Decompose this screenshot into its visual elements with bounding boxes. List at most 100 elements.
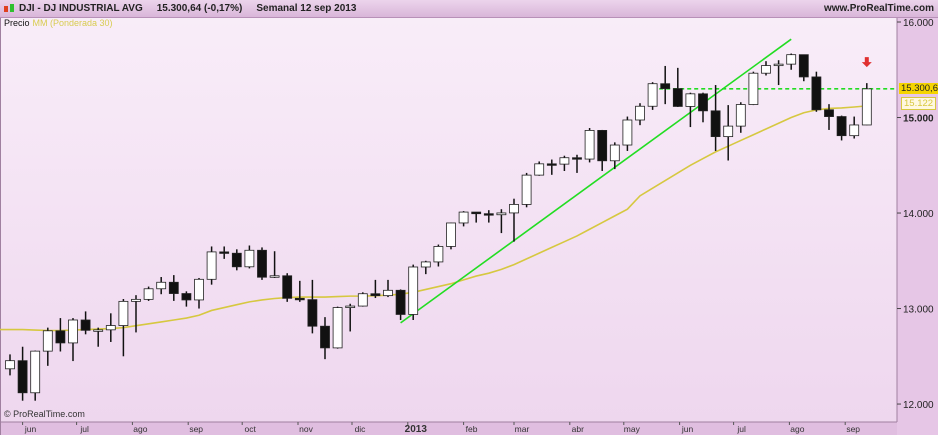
candle bbox=[572, 154, 582, 173]
candle bbox=[609, 142, 620, 170]
symbol-title: DJI - DJ INDUSTRIAL AVG bbox=[19, 3, 143, 14]
candle bbox=[168, 275, 179, 301]
candle bbox=[660, 65, 671, 105]
candle-body bbox=[446, 222, 456, 247]
candle-body bbox=[748, 72, 759, 105]
candle-body bbox=[168, 281, 179, 294]
candle bbox=[55, 318, 66, 352]
candle bbox=[383, 279, 393, 298]
candle-body bbox=[269, 275, 280, 278]
candle-body bbox=[458, 211, 469, 224]
candle bbox=[307, 279, 318, 334]
site-link[interactable]: www.ProRealTime.com bbox=[823, 3, 934, 14]
x-tick-label: ago bbox=[133, 424, 147, 434]
candle-body bbox=[105, 325, 116, 331]
x-tick-label: oct bbox=[245, 424, 257, 434]
candle-body bbox=[723, 125, 734, 138]
candle bbox=[811, 71, 822, 112]
candle-body bbox=[811, 76, 822, 111]
x-tick-label: jun bbox=[24, 424, 37, 434]
candle-body bbox=[118, 300, 129, 326]
candle bbox=[849, 116, 860, 139]
candle bbox=[584, 128, 595, 163]
candle bbox=[17, 346, 28, 401]
y-tick-label: 16.000 bbox=[903, 18, 934, 29]
candle bbox=[345, 303, 356, 332]
candle-body bbox=[282, 275, 293, 299]
candle-body bbox=[156, 281, 167, 290]
candle-body bbox=[609, 144, 620, 162]
candle bbox=[93, 327, 104, 347]
down-arrow-icon bbox=[861, 57, 872, 68]
candle-body bbox=[30, 350, 41, 394]
candle-body bbox=[509, 204, 519, 214]
candle bbox=[748, 71, 759, 106]
candle-body bbox=[534, 163, 545, 176]
candle-body bbox=[408, 266, 419, 315]
x-tick-label: dic bbox=[355, 424, 367, 434]
candle-body bbox=[761, 65, 771, 74]
candle-body bbox=[143, 288, 154, 300]
candle-body bbox=[244, 249, 255, 268]
candle-body bbox=[345, 305, 356, 308]
candle-body bbox=[471, 211, 482, 215]
candle bbox=[131, 295, 141, 333]
candle bbox=[80, 311, 91, 335]
legend-price: Precio bbox=[4, 18, 30, 28]
candle bbox=[143, 286, 154, 301]
x-tick-label: may bbox=[624, 424, 641, 434]
candle bbox=[332, 306, 343, 349]
candle bbox=[471, 211, 482, 223]
candle-body bbox=[824, 109, 834, 117]
candle-body bbox=[836, 116, 847, 137]
candle-body bbox=[131, 298, 141, 302]
candle bbox=[219, 246, 230, 259]
candle bbox=[395, 289, 406, 320]
chart-header: DJI - DJ INDUSTRIAL AVG 15.300,64 (-0,17… bbox=[0, 0, 938, 18]
ma-value-tag: 15.122 bbox=[901, 96, 937, 110]
candle bbox=[446, 222, 456, 250]
candle bbox=[698, 92, 708, 123]
candle bbox=[206, 246, 217, 285]
ma-line bbox=[0, 105, 867, 332]
candle-body bbox=[93, 329, 104, 332]
candle-body bbox=[672, 88, 683, 107]
candle bbox=[483, 210, 494, 223]
candle bbox=[534, 161, 545, 176]
candle-body bbox=[80, 319, 91, 331]
candle-body bbox=[370, 293, 381, 297]
candle-body bbox=[206, 251, 217, 280]
candle bbox=[294, 280, 305, 302]
y-tick-label: 15.000 bbox=[903, 114, 934, 125]
candle bbox=[735, 102, 746, 133]
trendline bbox=[400, 38, 792, 324]
candle bbox=[647, 82, 658, 110]
x-tick-label: sep bbox=[846, 424, 860, 434]
candle-body bbox=[710, 110, 721, 138]
candle bbox=[257, 247, 267, 280]
candle-body bbox=[420, 261, 431, 268]
candle-body bbox=[194, 278, 204, 301]
candle bbox=[269, 251, 280, 278]
candle-body bbox=[622, 119, 633, 146]
x-tick-label: sep bbox=[189, 424, 203, 434]
candle bbox=[357, 292, 368, 307]
candle-body bbox=[257, 249, 267, 278]
candle-body bbox=[383, 289, 393, 297]
last-price-tag: 15.300,64 bbox=[899, 82, 938, 94]
candle bbox=[773, 60, 784, 86]
candle bbox=[622, 116, 633, 151]
candle bbox=[685, 92, 696, 128]
candle-body bbox=[17, 360, 28, 394]
legend: Precio MM (Ponderada 30) bbox=[4, 18, 113, 28]
candle bbox=[420, 260, 431, 275]
x-tick-label: jun bbox=[681, 424, 694, 434]
candle-body bbox=[231, 252, 242, 268]
candle bbox=[68, 318, 78, 362]
candle-body bbox=[559, 157, 570, 165]
candle-body bbox=[597, 130, 608, 162]
candle-body bbox=[433, 246, 444, 263]
candle-body bbox=[219, 251, 230, 254]
candle-body bbox=[496, 212, 507, 216]
